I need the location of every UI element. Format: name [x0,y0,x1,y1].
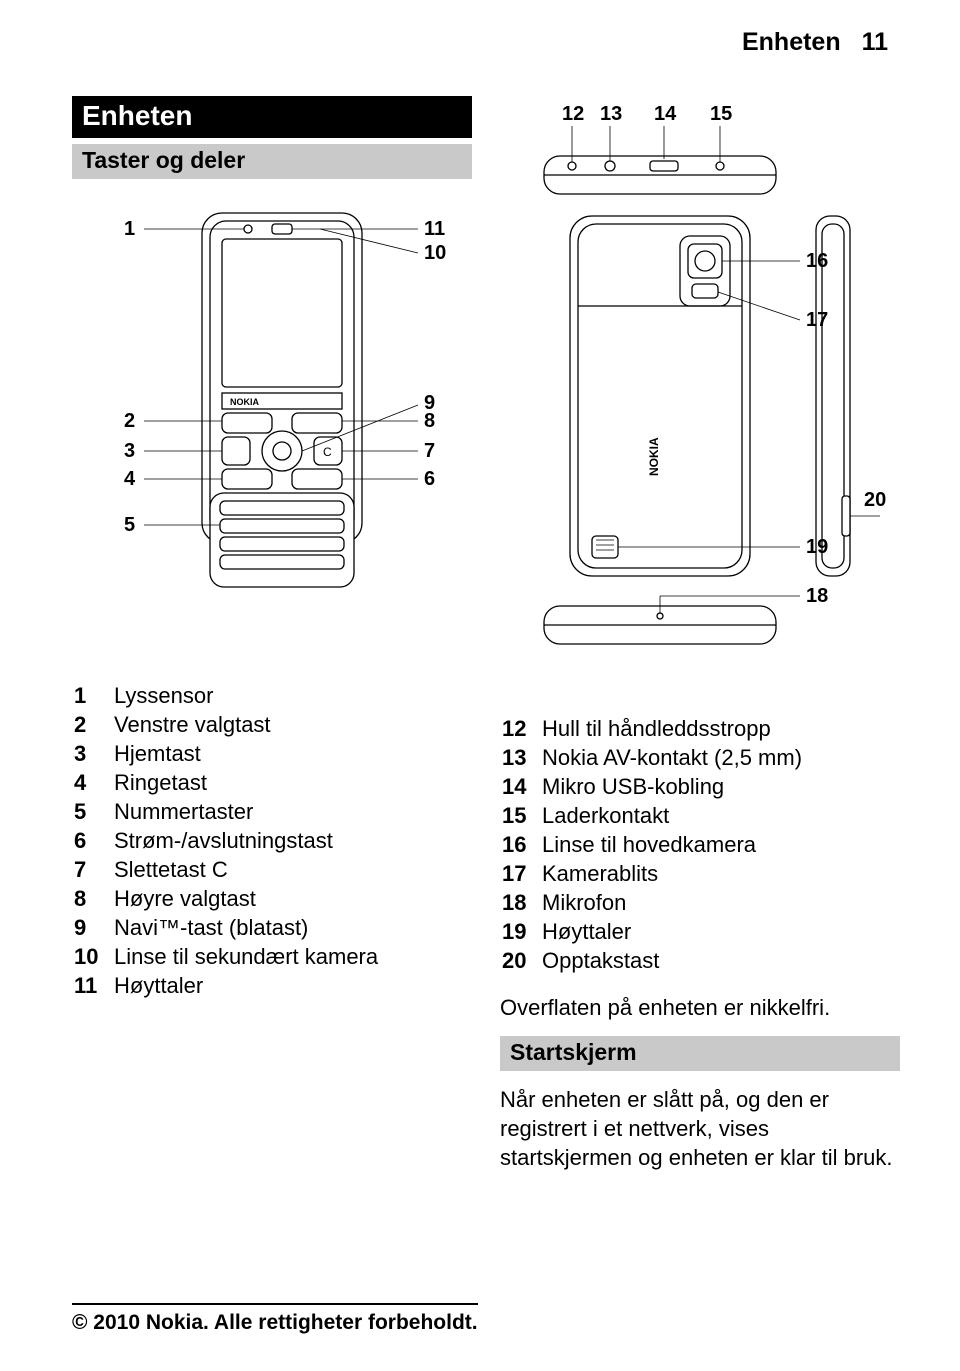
list-item: 17Kamerablits [502,859,900,888]
list-item: 5Nummertaster [74,797,472,826]
callout-1: 1 [124,218,135,240]
page-header-title: Enheten [742,28,841,56]
callout-2: 2 [124,410,135,432]
callout-20: 20 [864,489,886,511]
part-num: 6 [74,826,114,855]
callout-5: 5 [124,514,135,536]
part-label: Laderkontakt [542,801,900,830]
part-num: 16 [502,830,542,859]
part-num: 5 [74,797,114,826]
part-label: Venstre valgtast [114,710,472,739]
list-item: 16Linse til hovedkamera [502,830,900,859]
list-item: 18Mikrofon [502,888,900,917]
back-diagram: 12 13 14 15 NOKIA [500,96,900,696]
callout-17: 17 [806,309,828,331]
callout-10: 10 [424,242,446,264]
part-num: 14 [502,772,542,801]
part-label: Lyssensor [114,681,472,710]
part-label: Høyre valgtast [114,884,472,913]
callout-9: 9 [424,392,435,414]
right-column: 12 13 14 15 NOKIA [500,96,900,1186]
list-item: 19Høyttaler [502,917,900,946]
part-label: Strøm-/avslutningstast [114,826,472,855]
list-item: 1Lyssensor [74,681,472,710]
part-num: 19 [502,917,542,946]
list-item: 2Venstre valgtast [74,710,472,739]
callout-4: 4 [124,468,136,490]
part-num: 15 [502,801,542,830]
brand-label: NOKIA [647,437,661,476]
part-num: 10 [74,942,114,971]
callout-16: 16 [806,250,828,272]
list-item: 10Linse til sekundært kamera [74,942,472,971]
list-item: 15Laderkontakt [502,801,900,830]
part-num: 12 [502,714,542,743]
copyright-footer: © 2010 Nokia. Alle rettigheter forbehold… [72,1303,478,1335]
list-item: 12Hull til håndleddsstropp [502,714,900,743]
callout-6: 6 [424,468,435,490]
callout-7: 7 [424,440,435,462]
part-label: Hull til håndleddsstropp [542,714,900,743]
svg-text:NOKIA: NOKIA [230,397,260,407]
part-label: Linse til sekundært kamera [114,942,472,971]
list-item: 14Mikro USB-kobling [502,772,900,801]
section-heading: Enheten [72,96,472,138]
part-num: 3 [74,739,114,768]
surface-note: Overflaten på enheten er nikkelfri. [500,993,900,1022]
part-num: 7 [74,855,114,884]
part-num: 9 [74,913,114,942]
callout-13: 13 [600,103,622,125]
part-label: Hjemtast [114,739,472,768]
part-label: Nummertaster [114,797,472,826]
callout-14: 14 [654,103,677,125]
part-label: Høyttaler [114,971,472,1000]
part-label: Opptakstast [542,946,900,975]
list-item: 9Navi™-tast (blatast) [74,913,472,942]
part-num: 18 [502,888,542,917]
part-num: 2 [74,710,114,739]
callout-19: 19 [806,536,828,558]
list-item: 7Slettetast C [74,855,472,884]
part-label: Mikrofon [542,888,900,917]
svg-text:C: C [323,445,332,459]
page-header: Enheten 11 [742,28,888,57]
left-column: Enheten Taster og deler NOKIA [72,96,472,1186]
list-item: 11Høyttaler [74,971,472,1000]
part-label: Høyttaler [542,917,900,946]
callout-12: 12 [562,103,584,125]
callout-15: 15 [710,103,732,125]
callout-18: 18 [806,585,828,607]
callout-3: 3 [124,440,135,462]
part-num: 20 [502,946,542,975]
part-label: Linse til hovedkamera [542,830,900,859]
part-num: 4 [74,768,114,797]
part-label: Kamerablits [542,859,900,888]
front-diagram: NOKIA C [72,193,472,663]
part-num: 17 [502,859,542,888]
list-item: 13Nokia AV-kontakt (2,5 mm) [502,743,900,772]
part-label: Ringetast [114,768,472,797]
part-label: Mikro USB-kobling [542,772,900,801]
list-item: 4Ringetast [74,768,472,797]
part-label: Nokia AV-kontakt (2,5 mm) [542,743,900,772]
part-num: 13 [502,743,542,772]
callout-11: 11 [424,218,445,240]
page-number: 11 [862,28,888,56]
sub-heading: Taster og deler [72,144,472,179]
right-parts-list: 12Hull til håndleddsstropp 13Nokia AV-ko… [500,714,900,975]
part-num: 8 [74,884,114,913]
left-parts-list: 1Lyssensor 2Venstre valgtast 3Hjemtast 4… [72,681,472,1000]
list-item: 20Opptakstast [502,946,900,975]
content-columns: Enheten Taster og deler NOKIA [72,96,888,1186]
list-item: 6Strøm-/avslutningstast [74,826,472,855]
part-num: 11 [74,971,114,1000]
list-item: 8Høyre valgtast [74,884,472,913]
startskjerm-heading: Startskjerm [500,1036,900,1071]
part-label: Navi™-tast (blatast) [114,913,472,942]
part-label: Slettetast C [114,855,472,884]
part-num: 1 [74,681,114,710]
list-item: 3Hjemtast [74,739,472,768]
startskjerm-body: Når enheten er slått på, og den er regis… [500,1085,900,1172]
